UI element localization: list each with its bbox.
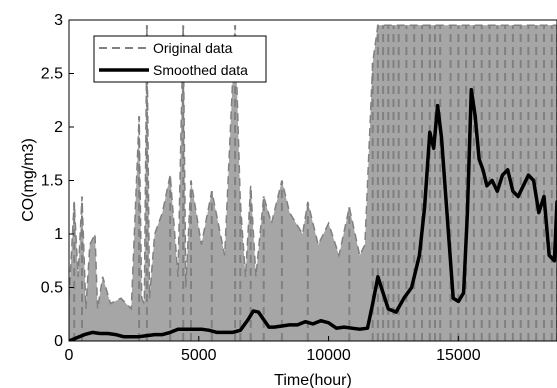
y-tick-label: 1.5 bbox=[41, 173, 63, 190]
y-tick-label: 2 bbox=[54, 119, 63, 136]
y-tick-label: 2.5 bbox=[41, 66, 63, 83]
legend-box bbox=[93, 35, 267, 83]
legend-label-smoothed: Smoothed data bbox=[153, 62, 248, 78]
legend-label-original: Original data bbox=[153, 40, 233, 56]
series-original-data bbox=[69, 24, 557, 311]
series-layer bbox=[69, 24, 557, 341]
x-axis-label: Time(hour) bbox=[274, 372, 352, 388]
axes-layer: 0 5000 10000 15000 0 0.5 1 1.5 2 2.5 3 bbox=[41, 12, 481, 364]
x-tick-label: 10000 bbox=[306, 347, 351, 364]
series-smoothed-data bbox=[69, 87, 557, 341]
x-tick-label: 5000 bbox=[181, 347, 217, 364]
y-axis-label: CO(mg/m3) bbox=[20, 138, 37, 222]
y-tick-label: 0 bbox=[54, 333, 63, 350]
x-tick-label: 15000 bbox=[436, 347, 481, 364]
y-tick-label: 0.5 bbox=[41, 280, 63, 297]
x-tick-label: 0 bbox=[65, 347, 74, 364]
y-tick-label: 3 bbox=[54, 12, 63, 29]
y-tick-label: 1 bbox=[54, 226, 63, 243]
legend: Original data Smoothed data bbox=[93, 35, 267, 83]
